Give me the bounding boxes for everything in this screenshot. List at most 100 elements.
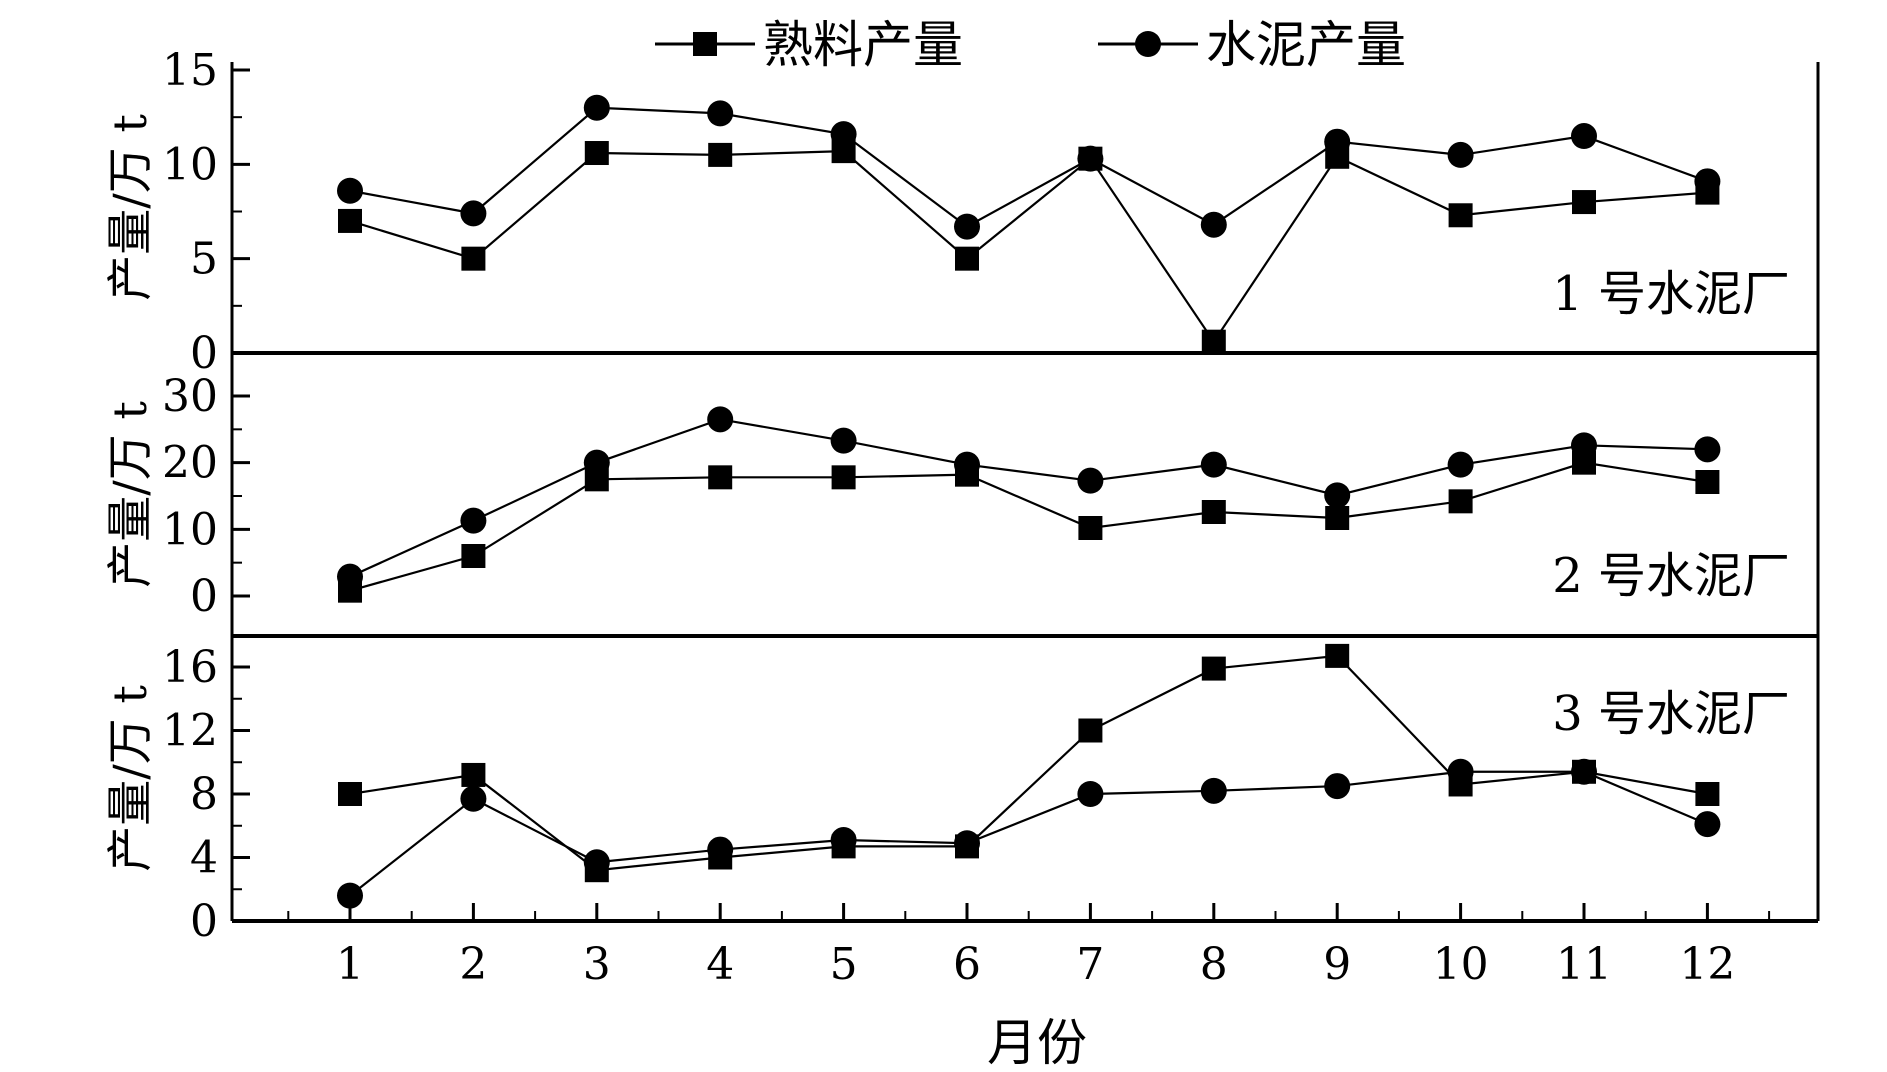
- x-tick-label: 1: [336, 939, 364, 990]
- series-line: [349, 654, 1708, 872]
- data-point-circle: [460, 785, 487, 812]
- data-point-circle: [1447, 451, 1474, 478]
- y-tick-label: 10: [162, 139, 218, 190]
- x-tick-label: 6: [953, 939, 981, 990]
- data-point-circle: [1571, 432, 1597, 459]
- panel-2-y-title: 产量/万 t: [103, 401, 157, 588]
- data-point-circle: [830, 427, 857, 454]
- data-point-circle: [1571, 758, 1597, 785]
- data-point-circle: [583, 94, 610, 121]
- data-point-square: [1201, 656, 1226, 681]
- series-line: [349, 418, 1708, 578]
- data-point-circle: [337, 882, 363, 909]
- series-clinker-panel-1: [338, 139, 1720, 354]
- data-point-square: [1078, 516, 1103, 540]
- data-point-circle: [1200, 777, 1227, 804]
- data-point-circle: [707, 836, 734, 863]
- data-point-square: [1695, 782, 1720, 806]
- y-tick-label: 0: [190, 571, 218, 622]
- series-cement-panel-3: [337, 758, 1721, 909]
- legend-item-clinker: 熟料产量: [655, 16, 963, 74]
- y-tick-label: 30: [162, 371, 218, 422]
- data-point-square: [1201, 329, 1226, 354]
- data-point-square: [461, 762, 486, 787]
- data-point-square: [1325, 643, 1350, 668]
- data-point-circle: [1077, 781, 1104, 807]
- y-tick-label: 8: [190, 769, 218, 820]
- x-tick-label: 12: [1679, 939, 1735, 990]
- panel-3-y-title: 产量/万 t: [103, 685, 157, 872]
- data-point-square: [708, 465, 733, 490]
- data-point-circle: [1571, 123, 1597, 150]
- data-point-circle: [1200, 451, 1227, 478]
- y-tick-label: 0: [190, 896, 218, 947]
- data-point-square: [338, 208, 362, 233]
- series-line: [349, 150, 1708, 344]
- data-point-square: [955, 246, 979, 271]
- data-point-square: [338, 782, 362, 806]
- x-tick-label: 4: [706, 939, 734, 990]
- legend-item-cement: 水泥产量: [1098, 16, 1406, 74]
- legend-clinker-label: 熟料产量: [763, 16, 963, 74]
- legend-clinker-marker: [693, 32, 717, 56]
- data-point-circle: [460, 507, 487, 534]
- x-tick-label: 8: [1200, 939, 1228, 990]
- data-point-square: [461, 246, 486, 271]
- x-tick-label: 2: [459, 939, 487, 990]
- series-clinker-panel-3: [338, 643, 1720, 883]
- series-line: [349, 461, 1708, 592]
- data-point-circle: [337, 563, 363, 590]
- data-point-square: [1325, 506, 1350, 530]
- data-point-square: [708, 142, 733, 167]
- y-tick-label: 12: [162, 706, 218, 757]
- legend-cement-marker: [1135, 31, 1161, 57]
- y-tick-label: 0: [190, 328, 218, 379]
- x-tick-label: 10: [1433, 939, 1489, 990]
- data-point-square: [1448, 203, 1473, 228]
- data-point-square: [1201, 500, 1226, 524]
- data-point-square: [1572, 190, 1596, 215]
- data-point-circle: [1077, 145, 1104, 172]
- data-point-circle: [583, 449, 610, 476]
- data-point-circle: [1324, 482, 1351, 509]
- data-point-circle: [1324, 773, 1351, 800]
- x-axis-title: 月份: [987, 1014, 1087, 1072]
- y-tick-label: 20: [162, 438, 218, 489]
- legend: 熟料产量 水泥产量: [655, 16, 1406, 74]
- x-tick-label: 5: [830, 939, 858, 990]
- series-cement-panel-1: [337, 94, 1721, 240]
- data-point-circle: [830, 827, 857, 854]
- series-line: [349, 770, 1708, 897]
- data-point-circle: [830, 121, 857, 148]
- data-point-square: [461, 544, 486, 568]
- data-point-circle: [1077, 467, 1104, 494]
- panel-3-label: 3 号水泥厂: [1552, 686, 1790, 742]
- data-point-circle: [1447, 758, 1474, 785]
- data-point-circle: [1694, 168, 1721, 195]
- data-point-circle: [707, 406, 734, 433]
- y-tick-label: 4: [190, 833, 218, 884]
- x-axis: 1 2 3 4 5 6 7 8 9 10 11 12: [287, 903, 1771, 990]
- panel-1-y-title: 产量/万 t: [103, 114, 157, 301]
- data-point-circle: [337, 177, 363, 204]
- panel-1-label: 1 号水泥厂: [1552, 266, 1790, 322]
- data-point-circle: [1324, 128, 1351, 155]
- data-point-circle: [954, 830, 980, 857]
- x-tick-label: 9: [1323, 939, 1351, 990]
- panel-2-label: 2 号水泥厂: [1552, 548, 1790, 604]
- series-cement-panel-2: [337, 406, 1721, 590]
- y-tick-label: 10: [162, 504, 218, 555]
- data-point-circle: [954, 451, 980, 478]
- data-point-circle: [707, 100, 734, 127]
- data-point-square: [1448, 489, 1473, 514]
- data-point-circle: [1694, 811, 1721, 838]
- x-tick-label: 11: [1556, 939, 1612, 990]
- data-point-square: [831, 465, 856, 490]
- y-tick-label: 16: [162, 642, 218, 693]
- data-point-circle: [583, 849, 610, 876]
